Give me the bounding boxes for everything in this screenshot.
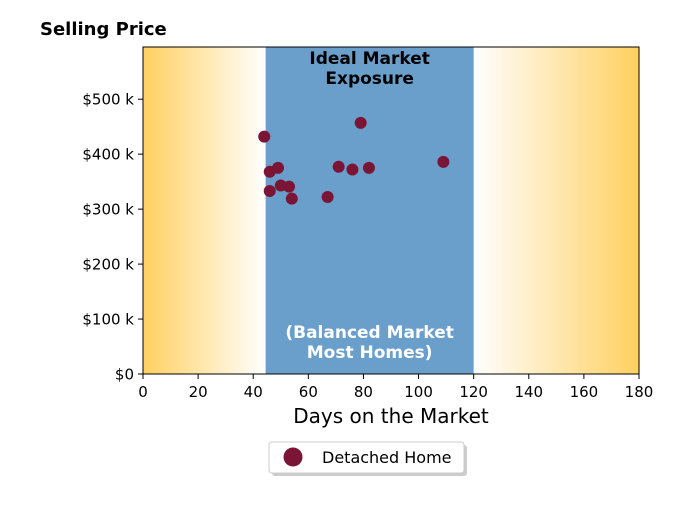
- right-gradient-zone: [473, 47, 639, 374]
- y-tick-label: $300 k: [82, 201, 134, 219]
- x-tick-label: 120: [459, 383, 488, 401]
- band-bottom-label-line1: (Balanced Market: [285, 323, 454, 343]
- y-axis: $0 $100 k $200 k $300 k $400 k $500 k: [82, 91, 143, 384]
- band-top-label-line2: Exposure: [325, 69, 414, 89]
- x-tick-label: 160: [570, 383, 599, 401]
- chart-title: Selling Price: [40, 19, 167, 40]
- y-tick-label: $0: [115, 366, 134, 384]
- x-axis-title: Days on the Market: [293, 404, 489, 428]
- plot-area: [143, 47, 639, 374]
- band-top-label-line1: Ideal Market: [309, 49, 430, 69]
- y-tick-label: $400 k: [82, 146, 134, 164]
- data-point[interactable]: [258, 130, 271, 143]
- data-point[interactable]: [263, 184, 276, 197]
- x-tick-label: 0: [138, 383, 148, 401]
- y-tick-label: $200 k: [82, 256, 134, 274]
- data-point[interactable]: [285, 192, 298, 205]
- x-axis: 0 20 40 60 80 100 120 140 160 180: [138, 374, 653, 401]
- x-tick-label: 80: [354, 383, 373, 401]
- data-point[interactable]: [354, 116, 367, 129]
- y-tick-label: $100 k: [82, 311, 134, 329]
- scatter-points: [258, 116, 450, 205]
- band-bottom-label-line2: Most Homes): [307, 343, 433, 363]
- legend-marker-detached-home: [283, 447, 303, 467]
- legend[interactable]: Detached Home: [268, 441, 467, 476]
- x-tick-label: 140: [514, 383, 543, 401]
- left-gradient-zone: [143, 47, 266, 374]
- data-point[interactable]: [346, 163, 359, 176]
- legend-box: [268, 441, 465, 474]
- data-point[interactable]: [437, 155, 450, 168]
- data-point[interactable]: [362, 161, 375, 174]
- plot-frame: [142, 46, 640, 375]
- x-tick-label: 60: [299, 383, 318, 401]
- x-tick-label: 40: [244, 383, 263, 401]
- data-point[interactable]: [272, 161, 285, 174]
- data-point[interactable]: [283, 180, 296, 193]
- ideal-exposure-band: [265, 47, 474, 374]
- x-tick-label: 20: [189, 383, 208, 401]
- x-tick-label: 180: [625, 383, 654, 401]
- y-tick-label: $500 k: [82, 91, 134, 109]
- legend-label-detached-home: Detached Home: [322, 448, 452, 467]
- data-point[interactable]: [321, 191, 334, 204]
- data-point[interactable]: [332, 160, 345, 173]
- x-tick-label: 100: [404, 383, 433, 401]
